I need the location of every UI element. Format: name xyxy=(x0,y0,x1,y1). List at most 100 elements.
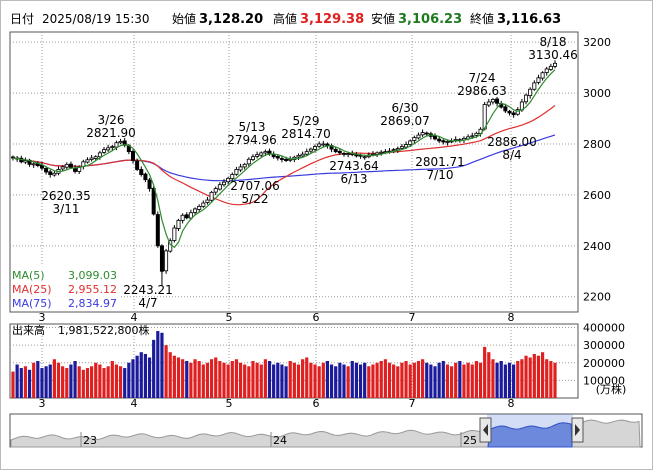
annotation-date: 3/11 xyxy=(53,202,80,216)
candlestick xyxy=(213,186,218,196)
candlestick xyxy=(255,151,260,159)
candle-body-down xyxy=(143,173,148,181)
volume-bar xyxy=(549,361,553,398)
candle-body-up xyxy=(238,166,243,171)
volume-bar xyxy=(445,364,450,398)
volume-bar xyxy=(296,364,301,398)
volume-bar xyxy=(135,355,139,398)
volume-label: 出来高 xyxy=(12,323,45,337)
candle-body-down xyxy=(130,150,135,161)
volume-x-tick-label: 3 xyxy=(39,397,46,410)
candlestick xyxy=(246,157,251,167)
annotation-date: 5/29 xyxy=(293,114,320,128)
candle-body-up xyxy=(544,68,549,73)
candlestick xyxy=(333,146,338,154)
candle-body-up xyxy=(548,65,553,70)
volume-bar xyxy=(251,361,255,398)
volume-bar xyxy=(499,361,503,398)
candlestick xyxy=(102,147,107,154)
volume-bar xyxy=(487,352,491,398)
annotation-value: 2814.70 xyxy=(281,127,331,141)
volume-bar xyxy=(412,362,416,398)
candlestick xyxy=(250,154,255,162)
candlestick xyxy=(412,135,417,144)
annotation-value: 2869.07 xyxy=(380,114,430,128)
volume-bar xyxy=(329,364,334,398)
volume-bar xyxy=(131,359,135,398)
price-annotation: 2801.717/10 xyxy=(415,155,465,182)
navigator-tick-label: 25 xyxy=(463,434,477,447)
candle-body-up xyxy=(230,174,235,180)
volume-bar xyxy=(152,339,156,398)
annotation-date: 7/10 xyxy=(427,168,454,182)
candle-body-up xyxy=(263,151,268,154)
chevron-left-icon xyxy=(483,424,488,436)
range-navigator[interactable]: 23 24 25 xyxy=(9,413,643,448)
candlestick xyxy=(48,169,53,178)
volume-bar xyxy=(462,364,466,398)
volume-bar xyxy=(36,361,40,398)
annotation-date: 5/13 xyxy=(239,120,266,134)
volume-bar xyxy=(185,361,189,398)
candlestick xyxy=(511,110,516,118)
candle-body-down xyxy=(433,135,438,140)
volume-bar xyxy=(27,369,32,398)
candle-body-up xyxy=(246,158,251,165)
candle-body-up xyxy=(64,163,69,168)
navigator-right-handle[interactable] xyxy=(571,417,584,443)
volume-bar xyxy=(429,364,433,398)
candlestick xyxy=(106,144,111,152)
volume-bar xyxy=(346,366,350,398)
candle-body-up xyxy=(201,202,206,207)
volume-bar xyxy=(272,364,276,398)
candlestick xyxy=(89,154,94,162)
candlestick xyxy=(490,97,495,105)
volume-bar xyxy=(23,366,28,398)
navigator-left-handle[interactable] xyxy=(479,417,492,443)
high-label: 高値 xyxy=(273,11,297,26)
candle-body-up xyxy=(89,157,94,160)
candle-body-down xyxy=(279,158,284,160)
volume-bar xyxy=(238,362,243,398)
price-y-tick-label: 3000 xyxy=(583,87,611,100)
candlestick xyxy=(110,145,115,151)
volume-bar xyxy=(98,364,102,398)
volume-bar xyxy=(234,359,239,398)
candlestick xyxy=(341,151,346,157)
candle-body-down xyxy=(275,156,280,159)
candle-body-up xyxy=(102,149,107,153)
volume-bar xyxy=(520,359,524,398)
volume-bar xyxy=(325,361,330,398)
volume-y-tick-label: 100000 xyxy=(583,374,625,387)
volume-bar xyxy=(127,362,131,398)
candle-body-up xyxy=(362,156,367,159)
high-value: 3,129.38 xyxy=(300,12,364,27)
ma25-label: MA(25) xyxy=(12,283,52,296)
volume-bar xyxy=(392,364,396,398)
candle-body-up xyxy=(391,149,396,152)
candle-body-up xyxy=(23,160,28,163)
volume-bar xyxy=(247,366,251,398)
volume-bar xyxy=(321,362,325,398)
candle-body-up xyxy=(346,153,351,156)
ohlc-header: 日付 2025/08/19 15:30 始値 3,128.20 高値 3,129… xyxy=(10,11,561,27)
candle-body-up xyxy=(226,177,231,183)
candle-body-down xyxy=(337,150,342,154)
volume-bar xyxy=(193,359,197,398)
price-y-tick-label: 2200 xyxy=(583,291,611,304)
volume-bar xyxy=(147,357,152,398)
date-label: 日付 xyxy=(10,12,34,26)
volume-bar xyxy=(56,362,61,398)
volume-bar xyxy=(172,355,176,398)
candlestick xyxy=(279,156,284,163)
candle-body-up xyxy=(296,155,301,158)
annotation-date: 6/30 xyxy=(392,101,419,115)
candle-body-down xyxy=(495,98,500,104)
annotation-value: 2986.63 xyxy=(457,84,507,98)
candlestick xyxy=(486,98,491,108)
candlestick xyxy=(524,93,529,105)
candlestick xyxy=(23,157,28,165)
candle-body-up xyxy=(114,142,119,148)
price-x-axis: 3 4 5 6 7 8 xyxy=(39,311,515,324)
